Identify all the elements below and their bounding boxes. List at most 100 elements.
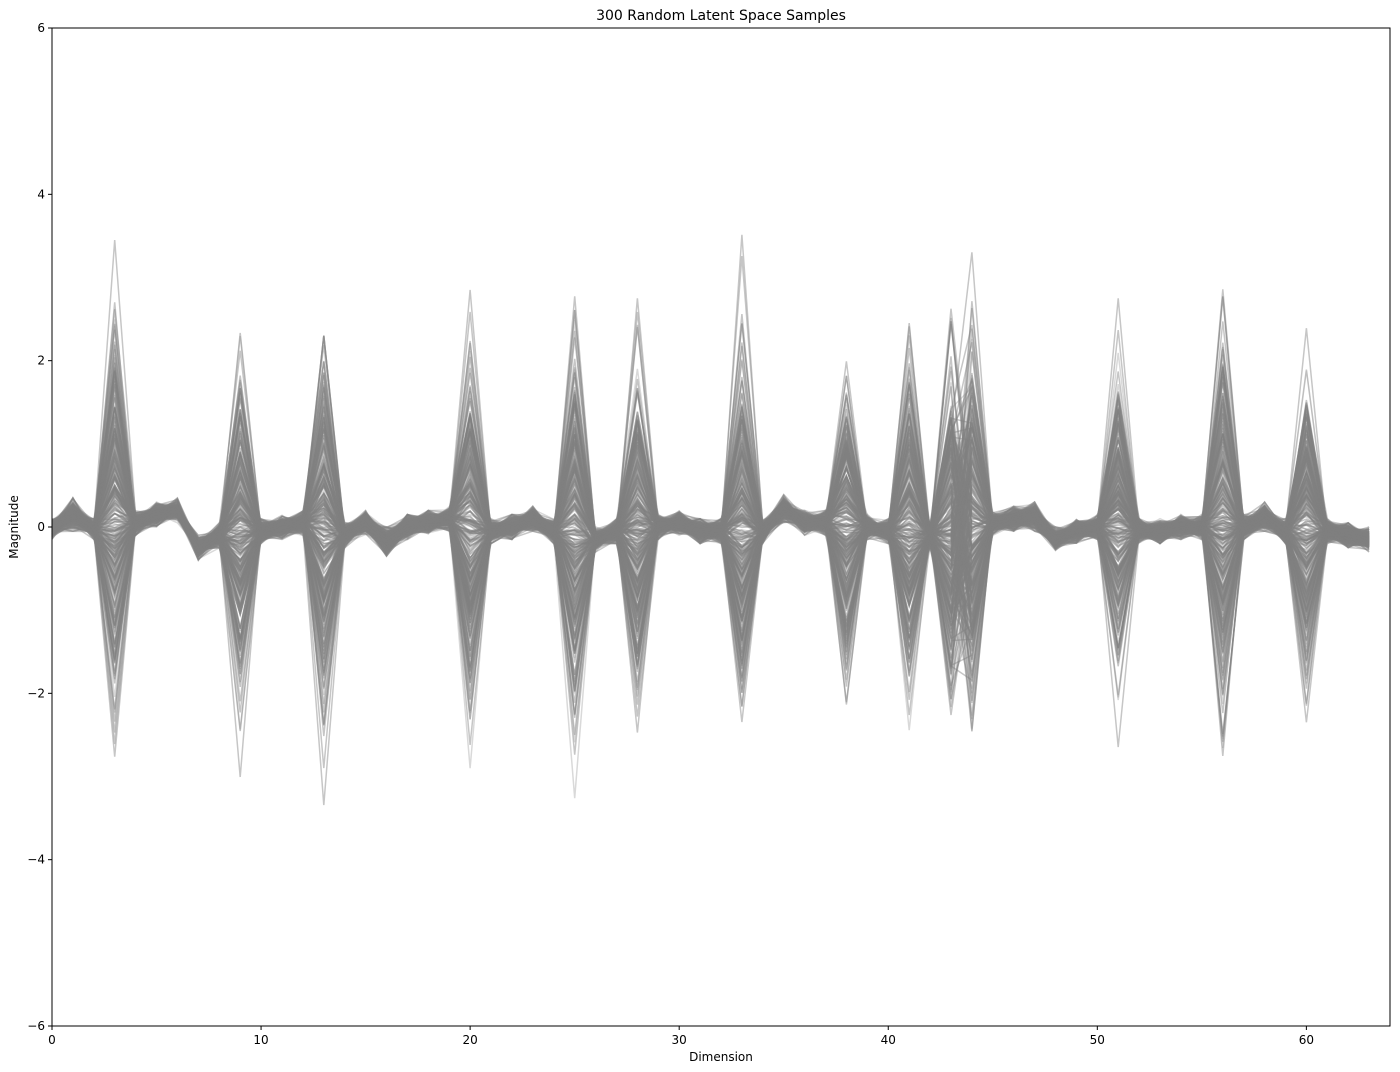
- sample-line: [51, 455, 1370, 641]
- sample-line: [51, 309, 1370, 633]
- sample-line: [51, 434, 1370, 618]
- sample-line: [51, 378, 1370, 655]
- sample-line: [51, 456, 1370, 731]
- sample-line: [51, 323, 1370, 651]
- sample-line: [51, 366, 1370, 634]
- sample-line: [51, 376, 1370, 651]
- sample-line: [51, 499, 1370, 739]
- sample-line: [51, 408, 1370, 638]
- sample-line: [51, 415, 1370, 662]
- sample-line: [51, 422, 1370, 717]
- sample-line: [51, 397, 1370, 652]
- sample-line: [51, 403, 1370, 642]
- sample-line: [51, 335, 1370, 649]
- sample-line: [51, 420, 1370, 723]
- sample-line: [51, 399, 1370, 594]
- sample-line: [51, 296, 1370, 610]
- sample-line: [51, 347, 1370, 710]
- sample-line: [51, 449, 1370, 591]
- sample-line: [51, 459, 1370, 674]
- sample-line: [51, 422, 1370, 700]
- sample-line: [51, 390, 1370, 700]
- sample-line: [51, 385, 1370, 648]
- sample-line: [51, 336, 1370, 648]
- sample-line: [51, 407, 1370, 625]
- sample-line: [51, 403, 1370, 700]
- sample-line: [51, 407, 1370, 660]
- sample-line: [51, 413, 1370, 695]
- sample-line: [51, 302, 1370, 660]
- x-axis-label: Dimension: [689, 1050, 753, 1064]
- sample-line: [51, 367, 1370, 700]
- sample-line: [51, 378, 1370, 695]
- sample-line: [51, 349, 1370, 656]
- sample-line: [51, 370, 1370, 735]
- sample-line: [51, 411, 1370, 658]
- sample-line: [51, 341, 1370, 640]
- sample-line: [51, 423, 1370, 596]
- sample-line: [51, 464, 1370, 648]
- sample-line: [51, 375, 1370, 726]
- sample-line: [51, 409, 1370, 647]
- sample-line: [51, 416, 1370, 642]
- sample-line: [51, 420, 1370, 665]
- sample-line: [51, 408, 1370, 593]
- sample-line: [51, 406, 1370, 715]
- sample-line: [51, 403, 1370, 669]
- sample-line: [51, 381, 1370, 660]
- sample-line: [51, 351, 1370, 590]
- sample-line: [51, 414, 1370, 680]
- sample-line: [51, 397, 1370, 649]
- sample-line: [51, 422, 1370, 668]
- sample-line: [51, 317, 1370, 612]
- sample-line: [51, 418, 1370, 725]
- sample-line: [51, 439, 1370, 778]
- sample-line: [51, 384, 1370, 716]
- sample-line: [51, 419, 1370, 714]
- sample-line: [51, 289, 1370, 596]
- sample-line: [51, 323, 1370, 703]
- sample-line: [51, 418, 1370, 656]
- sample-line: [51, 434, 1370, 618]
- sample-line: [51, 330, 1370, 604]
- sample-line: [51, 386, 1370, 666]
- sample-line: [51, 324, 1370, 631]
- sample-line: [51, 376, 1370, 720]
- sample-line: [51, 474, 1370, 655]
- sample-line: [51, 461, 1370, 665]
- x-tick-label: 0: [48, 1033, 56, 1047]
- sample-line: [51, 380, 1370, 633]
- sample-line: [51, 351, 1370, 696]
- sample-line: [51, 448, 1370, 647]
- sample-line: [51, 372, 1370, 676]
- sample-line: [51, 403, 1370, 617]
- sample-line: [51, 421, 1370, 693]
- sample-line: [51, 397, 1370, 660]
- sample-line: [51, 328, 1370, 607]
- sample-line: [51, 409, 1370, 627]
- sample-line: [51, 420, 1370, 706]
- sample-line: [51, 405, 1370, 688]
- sample-line: [51, 421, 1370, 617]
- chart-title: 300 Random Latent Space Samples: [596, 8, 846, 24]
- sample-line: [51, 298, 1370, 672]
- sample-line: [51, 385, 1370, 667]
- sample-line: [51, 356, 1370, 603]
- sample-line: [51, 482, 1370, 601]
- sample-line: [51, 321, 1370, 679]
- sample-line: [51, 376, 1370, 683]
- y-tick-label: −2: [27, 686, 45, 700]
- sample-line: [51, 379, 1370, 647]
- sample-line: [51, 361, 1370, 670]
- sample-line: [51, 427, 1370, 692]
- sample-line: [51, 319, 1370, 680]
- sample-line: [51, 480, 1370, 745]
- sample-line: [51, 445, 1370, 644]
- sample-line: [51, 332, 1370, 625]
- sample-line: [51, 405, 1370, 650]
- sample-line: [51, 415, 1370, 663]
- sample-line: [51, 345, 1370, 718]
- sample-line: [51, 430, 1370, 636]
- y-tick-label: 4: [37, 187, 45, 201]
- sample-line: [51, 352, 1370, 716]
